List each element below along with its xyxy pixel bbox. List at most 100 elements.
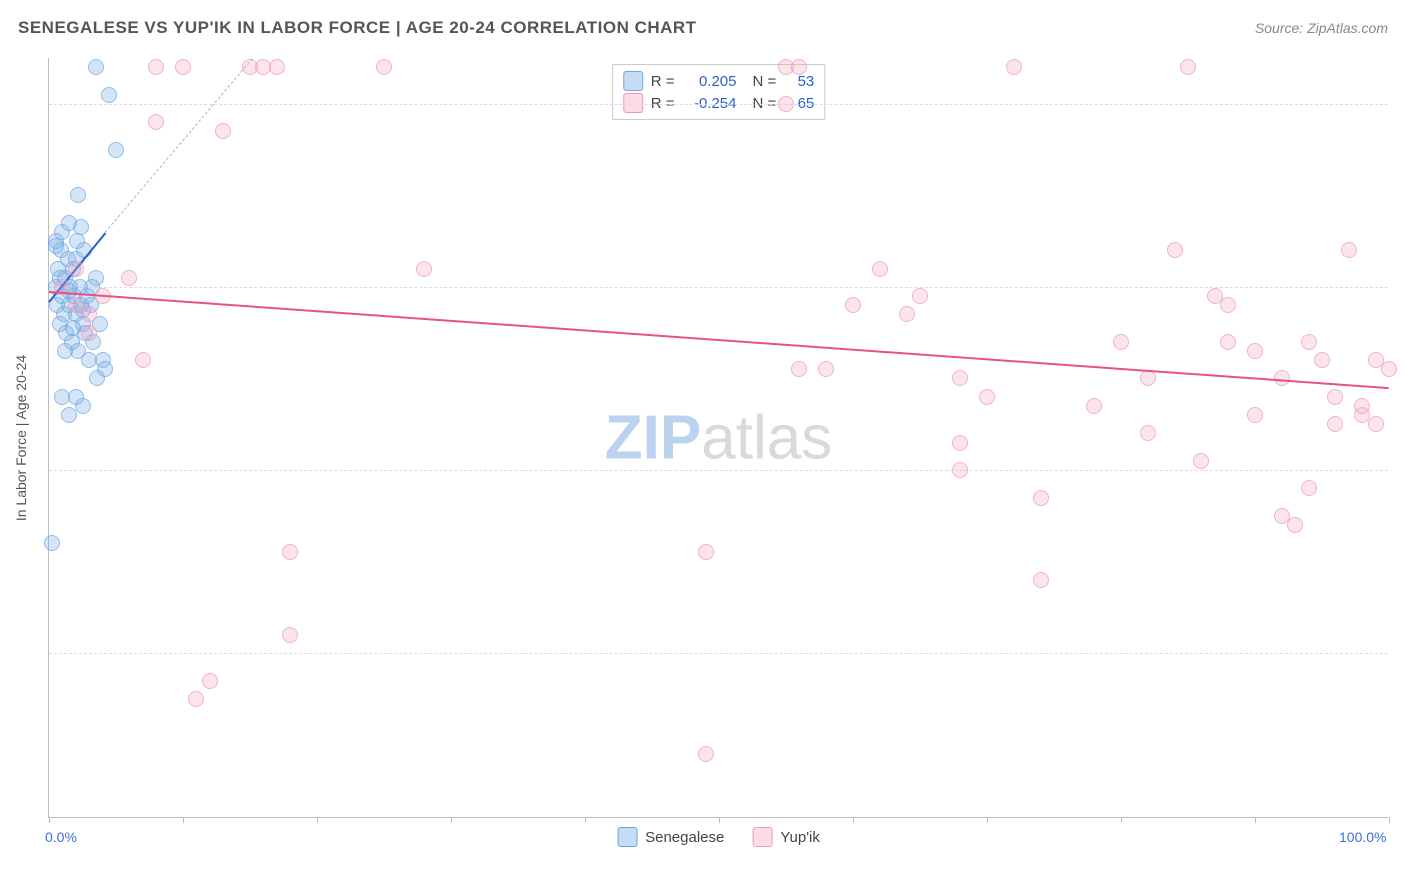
data-point bbox=[1327, 389, 1343, 405]
x-tick bbox=[49, 817, 50, 823]
x-tick bbox=[451, 817, 452, 823]
data-point bbox=[88, 59, 104, 75]
trendline-extrapolated bbox=[105, 58, 253, 233]
data-point bbox=[1327, 416, 1343, 432]
data-point bbox=[778, 96, 794, 112]
data-point bbox=[282, 627, 298, 643]
n-label: N = bbox=[753, 73, 777, 90]
gridline-h bbox=[49, 287, 1388, 288]
gridline-h bbox=[49, 104, 1388, 105]
data-point bbox=[57, 343, 73, 359]
data-point bbox=[1033, 572, 1049, 588]
data-point bbox=[48, 238, 64, 254]
data-point bbox=[135, 352, 151, 368]
watermark-atlas: atlas bbox=[701, 403, 832, 472]
data-point bbox=[1033, 490, 1049, 506]
data-point bbox=[148, 59, 164, 75]
data-point bbox=[845, 297, 861, 313]
data-point bbox=[791, 361, 807, 377]
legend-item: Yup'ik bbox=[752, 827, 820, 847]
legend-swatch bbox=[623, 71, 643, 91]
data-point bbox=[121, 270, 137, 286]
data-point bbox=[698, 544, 714, 560]
x-tick bbox=[1255, 817, 1256, 823]
data-point bbox=[1301, 480, 1317, 496]
data-point bbox=[872, 261, 888, 277]
data-point bbox=[175, 59, 191, 75]
x-tick bbox=[719, 817, 720, 823]
x-tick bbox=[585, 817, 586, 823]
watermark-zip: ZIP bbox=[605, 403, 701, 472]
data-point bbox=[791, 59, 807, 75]
data-point bbox=[1247, 407, 1263, 423]
r-label: R = bbox=[651, 73, 675, 90]
legend-item: Senegalese bbox=[617, 827, 724, 847]
data-point bbox=[75, 398, 91, 414]
data-point bbox=[698, 746, 714, 762]
x-tick bbox=[1389, 817, 1390, 823]
x-tick bbox=[317, 817, 318, 823]
y-axis-title: In Labor Force | Age 20-24 bbox=[13, 354, 29, 520]
data-point bbox=[952, 462, 968, 478]
data-point bbox=[97, 361, 113, 377]
data-point bbox=[1287, 517, 1303, 533]
source-label: Source: ZipAtlas.com bbox=[1255, 20, 1388, 36]
data-point bbox=[952, 435, 968, 451]
x-tick bbox=[1121, 817, 1122, 823]
data-point bbox=[1086, 398, 1102, 414]
data-point bbox=[65, 320, 81, 336]
data-point bbox=[73, 219, 89, 235]
legend-swatch bbox=[617, 827, 637, 847]
data-point bbox=[81, 325, 97, 341]
data-point bbox=[1354, 398, 1370, 414]
data-point bbox=[1247, 343, 1263, 359]
data-point bbox=[1193, 453, 1209, 469]
data-point bbox=[952, 370, 968, 386]
data-point bbox=[269, 59, 285, 75]
plot-area: In Labor Force | Age 20-24 ZIPatlas R =0… bbox=[48, 58, 1388, 818]
data-point bbox=[416, 261, 432, 277]
data-point bbox=[899, 306, 915, 322]
data-point bbox=[70, 187, 86, 203]
data-point bbox=[282, 544, 298, 560]
data-point bbox=[1140, 370, 1156, 386]
data-point bbox=[979, 389, 995, 405]
data-point bbox=[1140, 425, 1156, 441]
trendline bbox=[49, 291, 1389, 389]
data-point bbox=[101, 87, 117, 103]
data-point bbox=[912, 288, 928, 304]
x-tick bbox=[987, 817, 988, 823]
data-point bbox=[81, 306, 97, 322]
x-tick-label: 0.0% bbox=[45, 829, 77, 845]
legend: Senegalese Yup'ik bbox=[617, 827, 820, 847]
gridline-h bbox=[49, 653, 1388, 654]
x-tick-label: 100.0% bbox=[1339, 829, 1386, 845]
data-point bbox=[148, 114, 164, 130]
data-point bbox=[376, 59, 392, 75]
data-point bbox=[1314, 352, 1330, 368]
data-point bbox=[1341, 242, 1357, 258]
data-point bbox=[202, 673, 218, 689]
header: SENEGALESE VS YUP'IK IN LABOR FORCE | AG… bbox=[18, 18, 1388, 38]
data-point bbox=[1381, 361, 1397, 377]
data-point bbox=[68, 261, 84, 277]
gridline-h bbox=[49, 470, 1388, 471]
data-point bbox=[44, 535, 60, 551]
data-point bbox=[1207, 288, 1223, 304]
x-tick bbox=[183, 817, 184, 823]
legend-label: Senegalese bbox=[645, 829, 724, 846]
data-point bbox=[1220, 334, 1236, 350]
legend-swatch bbox=[752, 827, 772, 847]
data-point bbox=[108, 142, 124, 158]
data-point bbox=[215, 123, 231, 139]
data-point bbox=[1220, 297, 1236, 313]
chart-title: SENEGALESE VS YUP'IK IN LABOR FORCE | AG… bbox=[18, 18, 697, 38]
data-point bbox=[1113, 334, 1129, 350]
data-point bbox=[818, 361, 834, 377]
r-value: 0.205 bbox=[683, 73, 737, 90]
data-point bbox=[1301, 334, 1317, 350]
watermark: ZIPatlas bbox=[605, 402, 832, 473]
data-point bbox=[1006, 59, 1022, 75]
data-point bbox=[188, 691, 204, 707]
data-point bbox=[1167, 242, 1183, 258]
